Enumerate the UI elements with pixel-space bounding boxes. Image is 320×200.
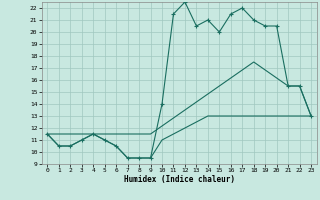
X-axis label: Humidex (Indice chaleur): Humidex (Indice chaleur) [124, 175, 235, 184]
